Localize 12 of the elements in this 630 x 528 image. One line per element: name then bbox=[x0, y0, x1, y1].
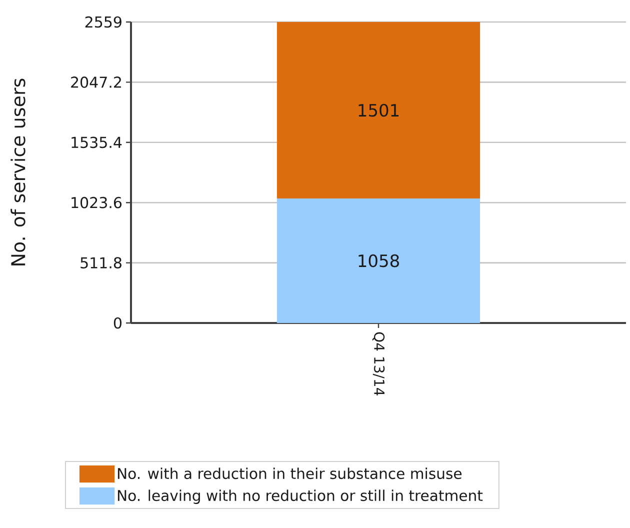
data-label: 1501 bbox=[358, 104, 399, 117]
legend-label: No. leaving with no reduction or still in treatment bbox=[118, 490, 483, 504]
y-tick-label: 0 bbox=[114, 317, 122, 329]
y-tick-label: 2047.2 bbox=[71, 76, 121, 88]
y-tick-label: 1535.4 bbox=[72, 136, 122, 148]
data-label: 1058 bbox=[358, 254, 399, 268]
y-tick-label: 2559 bbox=[85, 16, 122, 28]
x-tick-label: Q4 13/14 bbox=[372, 332, 385, 396]
y-tick-label: 511.8 bbox=[80, 257, 122, 268]
y-tick-label: 1023.6 bbox=[72, 196, 122, 208]
y-axis-title: No. of service users bbox=[10, 78, 26, 266]
legend-label: No. with a reduction in their substance misuse bbox=[118, 468, 462, 480]
